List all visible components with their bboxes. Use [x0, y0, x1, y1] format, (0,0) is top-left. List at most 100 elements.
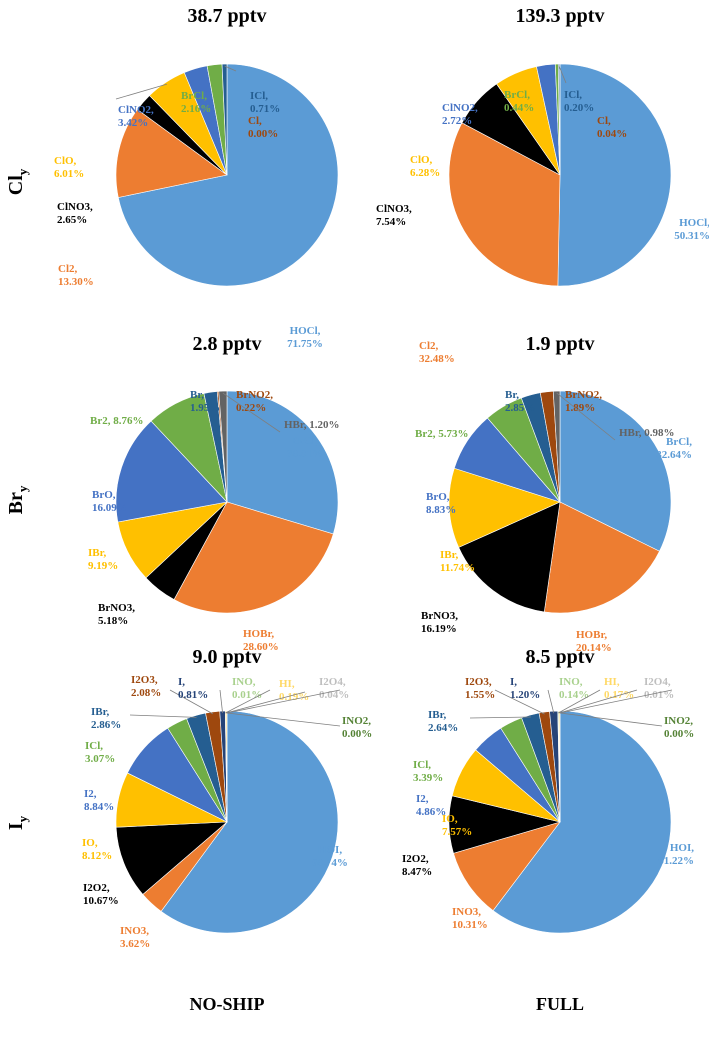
pie-slice-hoi — [492, 710, 672, 934]
slice-label-br: Br, 1.95% — [190, 389, 220, 414]
slice-label-brcl: BrCl, 2.16% — [181, 90, 211, 115]
leader-line — [559, 712, 663, 727]
leader-line — [219, 689, 223, 714]
pie-chart-5: 9.0 pptv HOI, 60.74% INO3, 3.62%I2O2, 10.67% I… — [82, 646, 372, 950]
slice-label-brcl: BrCl, 32.64% — [656, 436, 692, 461]
footer-no-ship: NO-SHIP — [189, 994, 264, 1014]
slice-label-ino: INO, 0.14% — [559, 676, 589, 701]
pie-slice-hocl — [557, 63, 672, 287]
slice-label-clo: ClO, 6.28% — [410, 154, 440, 179]
slice-label-br2: Br2, 8.76% — [90, 415, 143, 427]
slice-label-ibr: IBr, 11.74% — [440, 549, 475, 574]
leader-line — [225, 691, 306, 714]
slice-label-clno3: ClNO3, 7.54% — [376, 203, 412, 228]
slice-label-icl: ICl, 0.71% — [250, 90, 280, 115]
pie-chart-1: 38.7 pptv HOCl, 71.75% Cl2, 13.30% ClNO3, 2.65… — [54, 5, 339, 350]
slice-label-clno2: ClNO2, 2.72% — [442, 102, 478, 127]
leader-line — [225, 689, 271, 714]
pie-chart-3: 2.8 pptv BrCl, 30.01% HOBr, 28.60% BrNO3, 5.18… — [88, 333, 340, 653]
row-label-iy: Iy — [5, 815, 30, 830]
pie-slice-hbr — [552, 390, 561, 503]
chart-title: 2.8 pptv — [193, 333, 262, 355]
slice-label-icl: ICl, 3.07% — [85, 740, 115, 765]
pie-slice-ibr — [448, 467, 561, 548]
pie-slice-brcl — [226, 390, 339, 535]
slice-label-hbr: HBr, 1.20% — [284, 419, 340, 431]
pie-slice-hoi — [160, 710, 339, 934]
slice-label-i2o4: I2O4, 0.01% — [644, 676, 674, 701]
pie-slice-cl2 — [115, 109, 228, 198]
slice-label-brno3: BrNO3, 16.19% — [421, 610, 458, 635]
row-label-bry: Bry — [5, 485, 30, 514]
leader-line — [469, 716, 531, 719]
slice-label-i2: I2, 8.84% — [84, 788, 114, 813]
pie-slice-hobr — [543, 501, 660, 614]
slice-label-brcl: BrCl, 30.01% — [287, 435, 323, 460]
pie-slice-icl — [221, 63, 228, 176]
chart-title: 1.9 pptv — [526, 333, 595, 355]
slice-label-ino3: INO3, 3.62% — [120, 925, 150, 950]
pie-slice-brno3 — [458, 501, 561, 613]
slice-label-io: IO, 8.12% — [82, 837, 112, 862]
slice-label-i2o3: I2O3, 2.08% — [131, 674, 161, 699]
slice-label-clno2: ClNO2, 3.42% — [118, 104, 154, 129]
pie-slice-hobr — [173, 501, 334, 614]
leader-line — [226, 712, 341, 727]
leader-line — [559, 689, 638, 714]
slice-label-clno3: ClNO3, 2.65% — [57, 201, 93, 226]
slice-label-br: Br, 2.85% — [505, 389, 535, 414]
slice-label-bro: BrO, 16.09% — [92, 489, 128, 514]
slice-label-icl: ICl, 0.20% — [564, 89, 594, 114]
pie-slice-hbr — [218, 390, 228, 503]
slice-label-hi: HI, 0.19% — [279, 678, 309, 703]
slice-label-hocl: HOCl, 71.75% — [287, 325, 323, 350]
chart-title: 9.0 pptv — [193, 646, 262, 668]
leader-line — [222, 392, 281, 433]
slice-label-io: IO, 7.57% — [442, 813, 472, 838]
slice-label-br2: Br2, 5.73% — [415, 428, 468, 440]
slice-label-clo: ClO, 6.01% — [54, 155, 84, 180]
slice-label-hbr: HBr, 0.98% — [619, 427, 675, 439]
chart-title: 139.3 pptv — [516, 5, 605, 27]
slice-label-cl: Cl, 0.04% — [597, 115, 627, 140]
footer-full: FULL — [536, 994, 584, 1014]
slice-label-ibr: IBr, 9.19% — [88, 547, 118, 572]
pie-slice-hocl — [117, 63, 339, 287]
pie-slice-cl2 — [448, 122, 561, 287]
slice-label-ino2: INO2, 0.00% — [342, 715, 372, 740]
slice-label-hoi: HOI, 61.22% — [658, 842, 694, 867]
leader-line — [558, 65, 567, 84]
leader-line — [556, 392, 616, 441]
leader-line — [547, 689, 555, 714]
slice-label-bro: BrO, 8.83% — [426, 491, 456, 516]
leader-line — [115, 83, 168, 100]
slice-label-hi: HI,0.17% — [604, 676, 634, 701]
leader-line — [129, 714, 197, 718]
leader-line — [494, 689, 545, 715]
slice-label-hobr: HOBr, 20.14% — [576, 629, 612, 654]
pie-slice-ino3 — [453, 821, 561, 911]
slice-label-icl: ICl, 3.39% — [413, 759, 443, 784]
row-label-cly: Cly — [5, 168, 30, 195]
slice-label-hocl: HOCl, 50.31% — [674, 217, 709, 242]
slice-label-hoi: HOI, 60.74% — [312, 844, 348, 869]
slice-label-ino: INO, 0.01% — [232, 676, 262, 701]
pie-chart-2: 139.3 pptv HOCl, 50.31% Cl2, 32.48% ClNO3, 7.5… — [376, 5, 709, 365]
slice-label-brno2: BrNO2, 1.89% — [565, 389, 602, 414]
slice-label-ibr: IBr, 2.86% — [91, 706, 121, 731]
slice-label-brno2: BrNO2, 0.22% — [236, 389, 273, 414]
slice-label-cl2: Cl2, 13.30% — [58, 263, 94, 288]
leader-line — [224, 65, 237, 72]
slice-label-brcl: BrCl, 0.44% — [504, 89, 534, 114]
pie-slice-brcl — [559, 390, 672, 552]
slice-label-i2o4: I2O4, 0.04% — [319, 676, 349, 701]
slice-label-i2: I2, 4.86% — [416, 793, 446, 818]
slice-label-i2o2: I2O2, 8.47% — [402, 853, 432, 878]
leader-line — [169, 689, 214, 715]
slice-label-ino3: INO3, 10.31% — [452, 906, 488, 931]
slice-label-cl2: Cl2, 32.48% — [419, 340, 455, 365]
slice-label-i2o2: I2O2, 10.67% — [83, 882, 119, 907]
leader-line — [558, 689, 601, 714]
